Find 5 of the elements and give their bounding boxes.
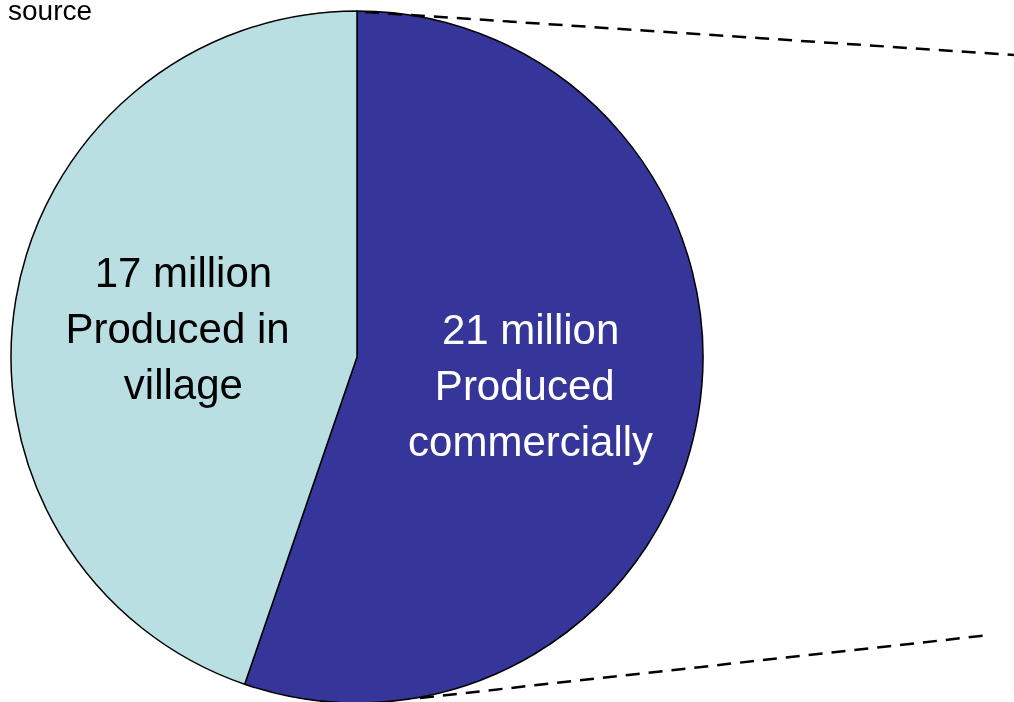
slice-label: Produced commercially: [408, 362, 654, 466]
data-label: 17 million: [94, 248, 273, 296]
data-label: 21 million: [441, 306, 620, 354]
slice-label: Produced in village: [65, 304, 302, 408]
text: source: [8, 0, 93, 26]
